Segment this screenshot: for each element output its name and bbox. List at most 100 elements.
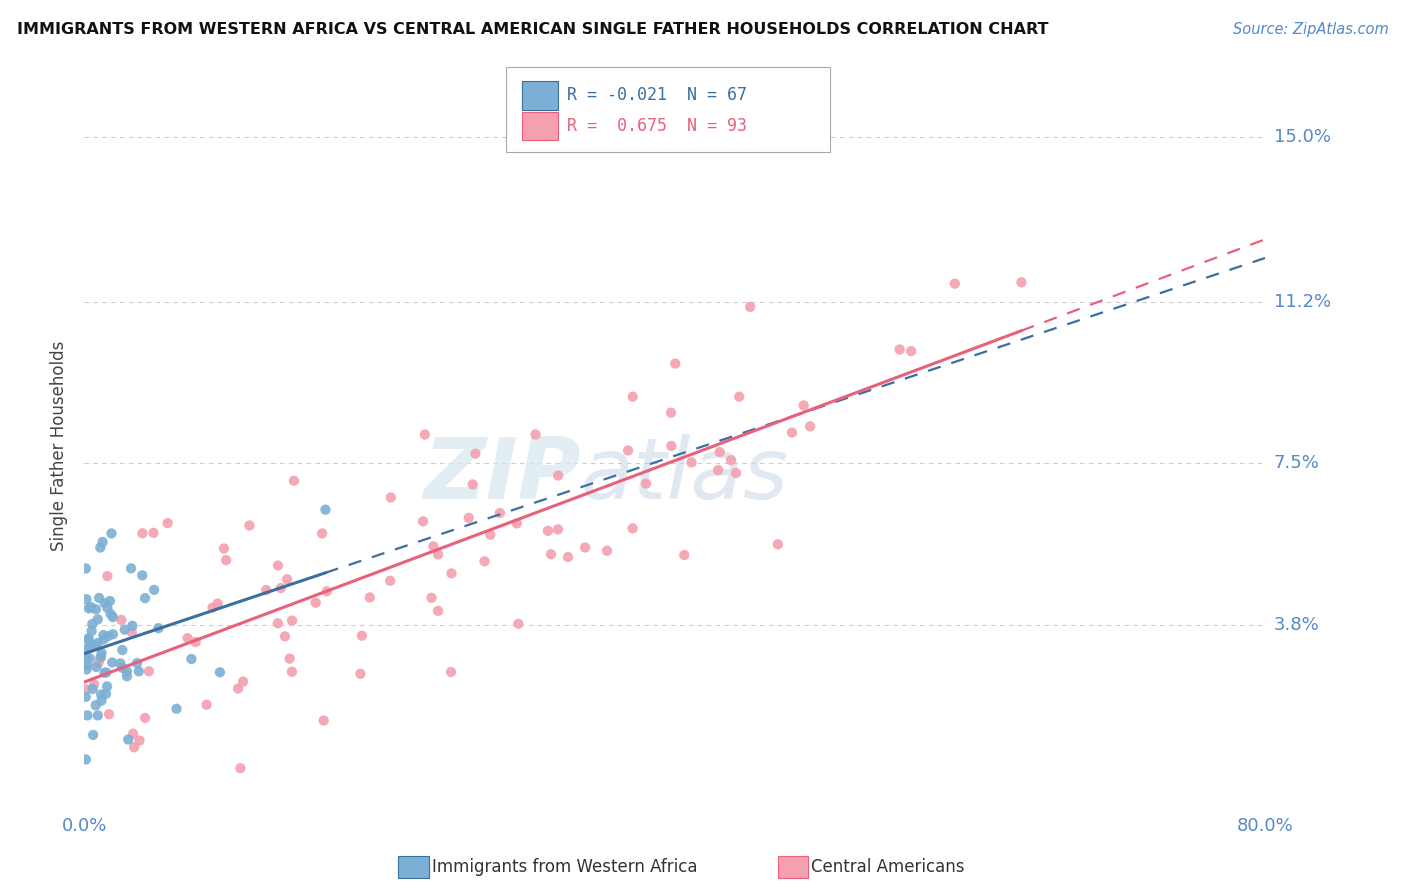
Point	[75, 650, 97, 665]
Point	[166, 702, 188, 716]
Point	[94, 687, 117, 701]
Point	[176, 631, 198, 645]
Point	[479, 528, 502, 542]
Point	[75, 690, 97, 704]
Point	[349, 666, 371, 681]
Point	[547, 468, 569, 483]
Point	[89, 541, 111, 555]
Point	[114, 623, 136, 637]
Point	[740, 300, 762, 314]
Point	[427, 547, 450, 561]
Point	[148, 621, 170, 635]
Point	[413, 427, 436, 442]
Point	[278, 651, 301, 665]
Point	[100, 526, 122, 541]
Point	[77, 632, 100, 647]
Point	[207, 597, 229, 611]
Point	[77, 601, 100, 615]
Point	[76, 658, 98, 673]
Point	[276, 572, 298, 586]
Point	[215, 553, 238, 567]
Point	[90, 650, 112, 665]
Point	[270, 581, 292, 595]
Point	[232, 674, 254, 689]
Point	[121, 625, 143, 640]
Point	[422, 540, 444, 554]
Point	[889, 343, 911, 357]
Point	[86, 636, 108, 650]
Point	[90, 646, 112, 660]
Point	[96, 665, 118, 680]
Point	[96, 601, 118, 615]
Point	[127, 656, 149, 670]
Point	[156, 516, 179, 530]
Point	[673, 548, 696, 562]
Text: R = -0.021  N = 67: R = -0.021 N = 67	[567, 87, 747, 104]
Point	[75, 592, 97, 607]
Point	[707, 463, 730, 477]
Point	[378, 574, 401, 588]
Point	[557, 549, 579, 564]
Point	[900, 344, 922, 359]
Text: IMMIGRANTS FROM WESTERN AFRICA VS CENTRAL AMERICAN SINGLE FATHER HOUSEHOLDS CORR: IMMIGRANTS FROM WESTERN AFRICA VS CENTRA…	[17, 22, 1049, 37]
Point	[664, 357, 686, 371]
Point	[780, 425, 803, 440]
Point	[489, 506, 512, 520]
Point	[427, 604, 450, 618]
Point	[617, 443, 640, 458]
Point	[212, 541, 235, 556]
Point	[76, 708, 98, 723]
Point	[359, 591, 381, 605]
Point	[461, 477, 484, 491]
Point	[94, 596, 117, 610]
Point	[87, 657, 110, 671]
Point	[75, 682, 97, 697]
Point	[184, 635, 207, 649]
Point	[314, 502, 336, 516]
Point	[766, 537, 789, 551]
Point	[540, 547, 562, 561]
Point	[98, 707, 121, 722]
Point	[659, 406, 682, 420]
Point	[380, 491, 402, 505]
Point	[90, 688, 112, 702]
Point	[574, 541, 596, 555]
Point	[134, 591, 156, 606]
Point	[115, 665, 138, 679]
Point	[101, 610, 124, 624]
Point	[195, 698, 218, 712]
Text: 7.5%: 7.5%	[1274, 454, 1320, 473]
Point	[315, 584, 337, 599]
Point	[120, 561, 142, 575]
Point	[122, 740, 145, 755]
Point	[142, 525, 165, 540]
Point	[131, 568, 153, 582]
Point	[1010, 275, 1032, 289]
Point	[524, 427, 547, 442]
Point	[82, 617, 104, 632]
Point	[77, 632, 100, 646]
Point	[201, 600, 224, 615]
Point	[547, 522, 569, 536]
Point	[793, 399, 815, 413]
Point	[96, 569, 118, 583]
Point	[440, 566, 463, 581]
Point	[506, 516, 529, 531]
Point	[84, 602, 107, 616]
Point	[89, 591, 111, 605]
Point	[122, 727, 145, 741]
Point	[82, 728, 104, 742]
Point	[100, 607, 122, 621]
Point	[508, 616, 530, 631]
Point	[457, 511, 479, 525]
Point	[87, 612, 110, 626]
Point	[115, 669, 138, 683]
Text: Immigrants from Western Africa: Immigrants from Western Africa	[432, 858, 697, 876]
Point	[143, 582, 166, 597]
Point	[281, 614, 304, 628]
Point	[350, 629, 373, 643]
Text: 11.2%: 11.2%	[1274, 293, 1331, 311]
Point	[80, 600, 103, 615]
Point	[283, 474, 305, 488]
Point	[110, 613, 132, 627]
